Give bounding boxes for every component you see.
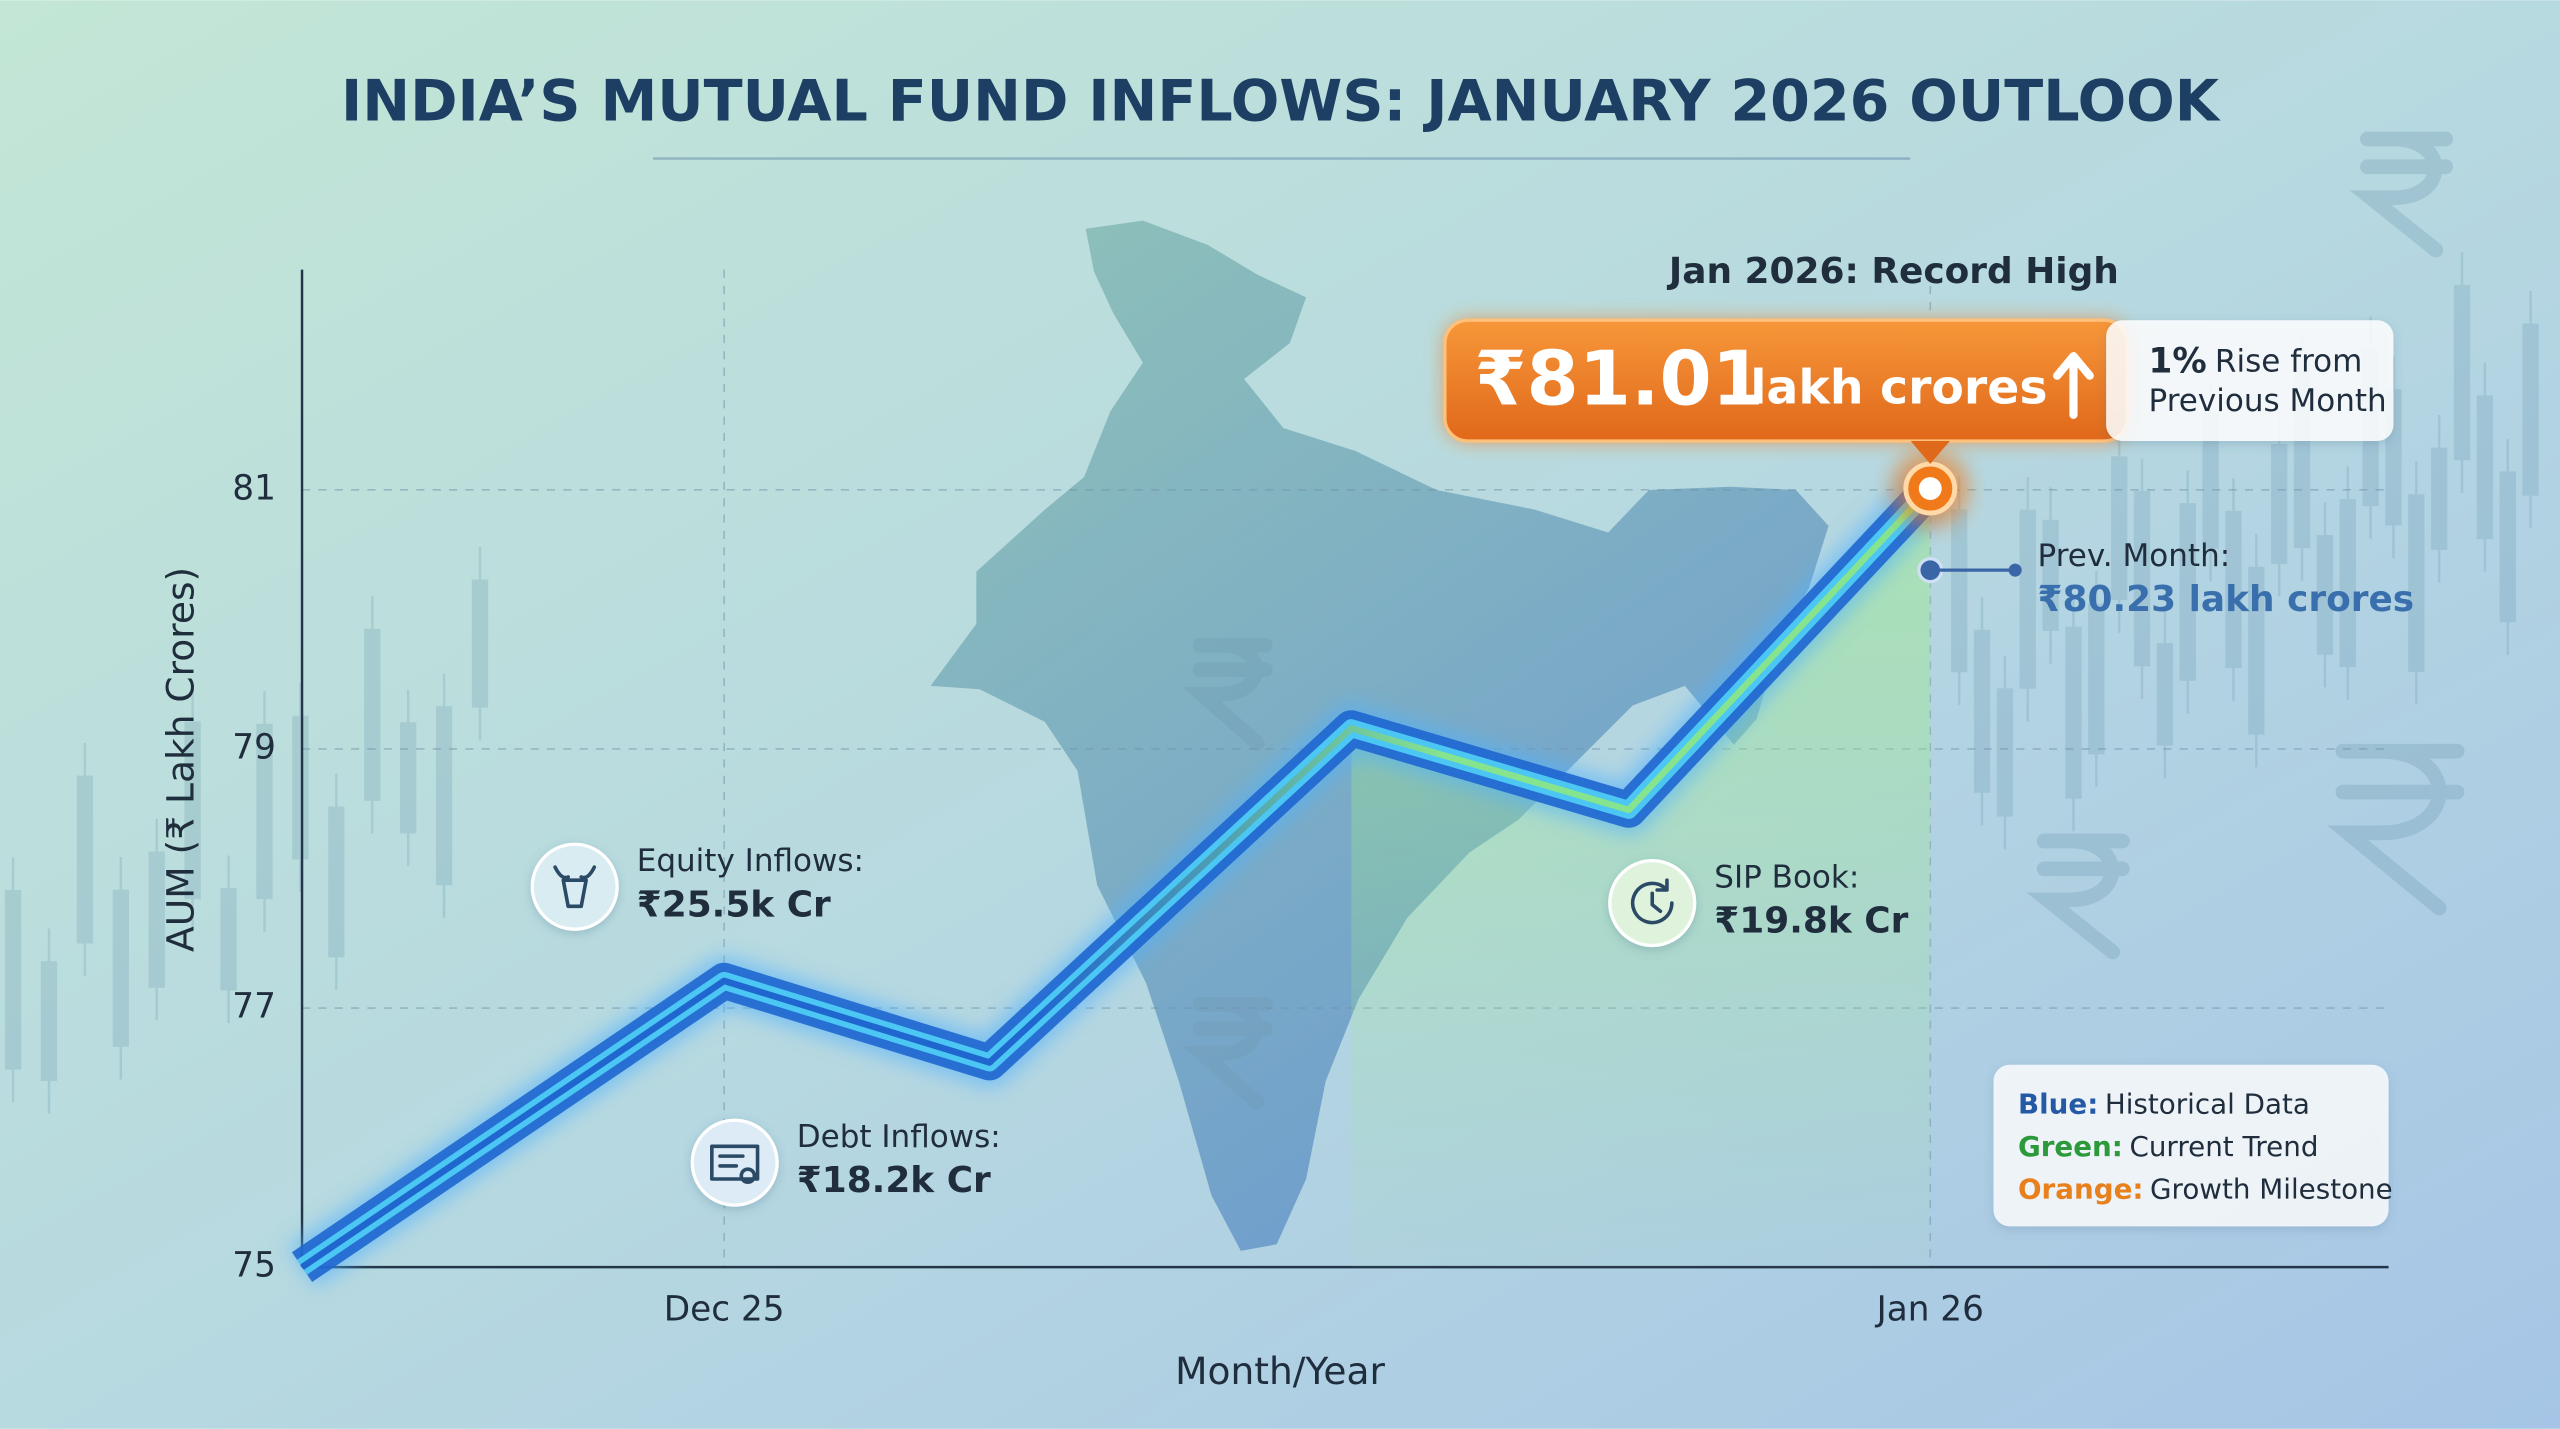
background-candle <box>471 579 489 708</box>
background-candle <box>76 775 94 944</box>
inset-label: Equity Inflows: <box>637 843 864 879</box>
legend-key: Blue: <box>2018 1088 2098 1121</box>
background-candle <box>1951 509 1968 673</box>
legend-entry: Green: Current Trend <box>2018 1130 2318 1163</box>
change-box <box>2106 320 2394 442</box>
background-candle <box>2202 412 2219 549</box>
x-tick-label: Jan 26 <box>1875 1290 1984 1330</box>
background-candle <box>435 706 453 886</box>
background-candle <box>2476 395 2494 540</box>
background-candle <box>2065 626 2082 799</box>
background-candle <box>256 723 273 900</box>
background-candle <box>1973 629 1991 793</box>
inset-label: SIP Book: <box>1714 860 1859 896</box>
change-line: Previous Month <box>2149 383 2387 419</box>
background-candle <box>2225 510 2242 669</box>
previous-connector-end <box>2008 563 2022 577</box>
line <box>300 486 1933 1270</box>
highlight-title: Jan 2026: Record High <box>1666 251 2119 292</box>
previous-value: ₹80.23 lakh crores <box>2038 579 2415 620</box>
background-candle <box>40 961 58 1081</box>
legend-entry: Blue: Historical Data <box>2018 1088 2310 1121</box>
background-candle <box>220 888 237 991</box>
chart-title: INDIA’S MUTUAL FUND INFLOWS: JANUARY 202… <box>341 68 2221 134</box>
up-arrow <box>2053 352 2094 419</box>
x-axis-title: Month/Year <box>1175 1349 1385 1393</box>
background-candle <box>2271 443 2288 564</box>
legend-entry: Orange: Growth Milestone <box>2018 1172 2393 1205</box>
inset-icon-bg <box>530 842 619 931</box>
background-candle <box>292 715 309 860</box>
change-line: Rise from <box>2215 344 2362 380</box>
legend-key: Orange: <box>2018 1172 2144 1205</box>
background-candle <box>2453 284 2471 461</box>
legend-text: Historical Data <box>2105 1088 2310 1121</box>
legend-text: Growth Milestone <box>2150 1172 2393 1205</box>
background-candle <box>328 806 345 958</box>
background-candle <box>2248 566 2265 735</box>
background-candle <box>2111 456 2128 601</box>
highlight-pointer <box>1910 441 1950 464</box>
background-candle <box>2499 471 2516 623</box>
background-candle <box>2316 534 2334 655</box>
background-candle <box>364 628 381 801</box>
y-tick-label: 81 <box>232 468 276 508</box>
background-candle <box>2019 509 2036 689</box>
background-candle <box>148 851 165 988</box>
highlight-point-center <box>1918 477 1942 500</box>
y-tick-label: 77 <box>232 987 276 1027</box>
y-tick-label: 75 <box>232 1246 276 1286</box>
background-candle <box>112 889 129 1047</box>
y-axis-title: AUM (₹ Lakh Crores) <box>158 567 202 952</box>
inset-icon <box>710 1144 760 1185</box>
y-tick-label: 79 <box>232 727 276 767</box>
previous-label: Prev. Month: <box>2038 538 2231 574</box>
background-candle <box>400 722 417 834</box>
background-candle <box>2156 643 2174 746</box>
inset-icon <box>1630 878 1674 925</box>
value-label: ₹81.01 <box>1474 334 1764 422</box>
inset-value: ₹25.5k Cr <box>637 884 831 925</box>
inset-label: Debt Inflows: <box>797 1119 1001 1155</box>
legend-key: Green: <box>2018 1130 2123 1163</box>
background-candle <box>184 721 201 900</box>
change-value: 1% <box>2149 341 2207 381</box>
background-candles <box>4 252 2539 1114</box>
legend-text: Current Trend <box>2129 1130 2318 1163</box>
legend-box <box>1993 1064 2389 1227</box>
background-candle <box>2179 503 2196 681</box>
background-candle <box>1996 688 2014 817</box>
background-candle <box>4 890 22 1070</box>
inset-icon-bg <box>690 1118 779 1207</box>
background-candle <box>2522 323 2539 496</box>
change-text: 1% Rise from <box>2149 341 2363 381</box>
background-candle <box>2088 603 2105 755</box>
x-tick-label: Dec 25 <box>664 1290 785 1330</box>
rupee-decoration <box>1182 131 2465 1110</box>
plot: 75 77 79 81 Dec 25 Jan 26 <box>232 269 2389 1330</box>
background-candle <box>2042 519 2059 631</box>
inset-value: ₹18.2k Cr <box>797 1160 991 1201</box>
background-candle <box>2408 494 2425 672</box>
inset-value: ₹19.8k Cr <box>1714 901 1908 942</box>
value-unit: lakh crores <box>1750 360 2047 415</box>
inset-icon <box>553 865 597 909</box>
background-candle <box>2133 491 2151 667</box>
background-candle <box>2431 447 2448 550</box>
background-candle <box>2339 499 2356 668</box>
